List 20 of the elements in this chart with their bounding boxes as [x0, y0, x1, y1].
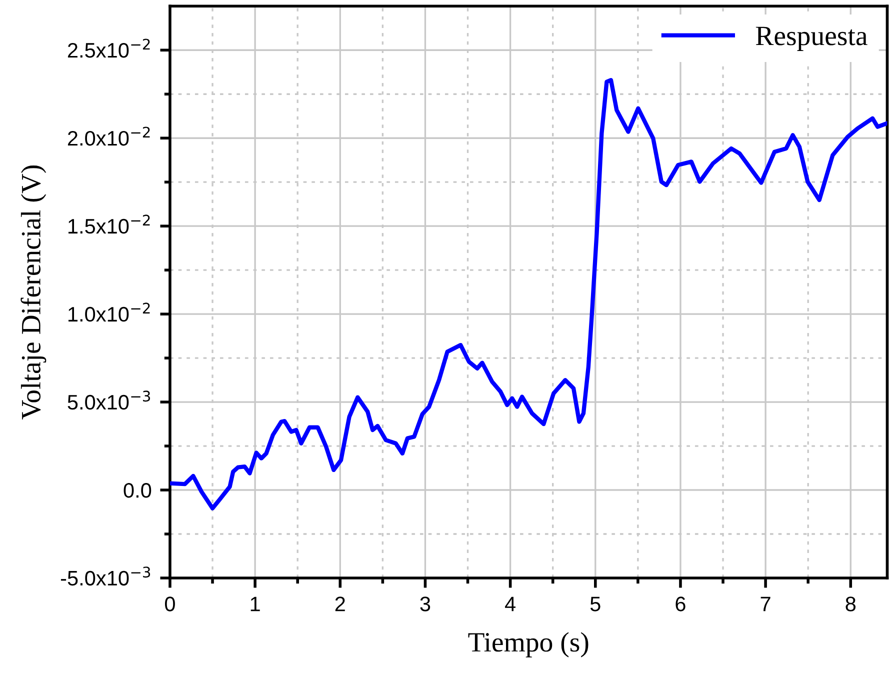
- line-series: [170, 78, 888, 510]
- x-tick-label: 8: [846, 596, 856, 612]
- y-tick-label: 2.5x10$^{−2}$: [68, 38, 150, 58]
- x-tick-label: 5: [590, 596, 600, 612]
- y-tick-label: 1.0x10$^{−2}$: [68, 302, 150, 322]
- x-tick-label: 0: [165, 596, 175, 612]
- x-tick-label: 2: [335, 596, 345, 612]
- y-tick-label: 1.5x10$^{−2}$: [68, 214, 150, 234]
- x-tick-label: 1: [250, 596, 260, 612]
- y-tick-label: -5.0x10$^{−3}$: [60, 566, 150, 586]
- x-tick-label: 3: [420, 596, 430, 612]
- x-axis-title: Tiempo (s): [468, 632, 588, 658]
- y-tick-label: 2.0x10$^{−2}$: [68, 126, 150, 146]
- y-tick-label: 5.0x10$^{−3}$: [68, 390, 150, 410]
- y-axis-title: Voltaje Diferencial (V): [20, 166, 46, 420]
- legend-label: Respuesta: [756, 26, 868, 51]
- x-tick-label: 7: [760, 596, 770, 612]
- y-tick-label: 0.0: [124, 483, 152, 498]
- x-tick-label: 4: [504, 596, 516, 612]
- x-tick-label: 6: [676, 596, 686, 612]
